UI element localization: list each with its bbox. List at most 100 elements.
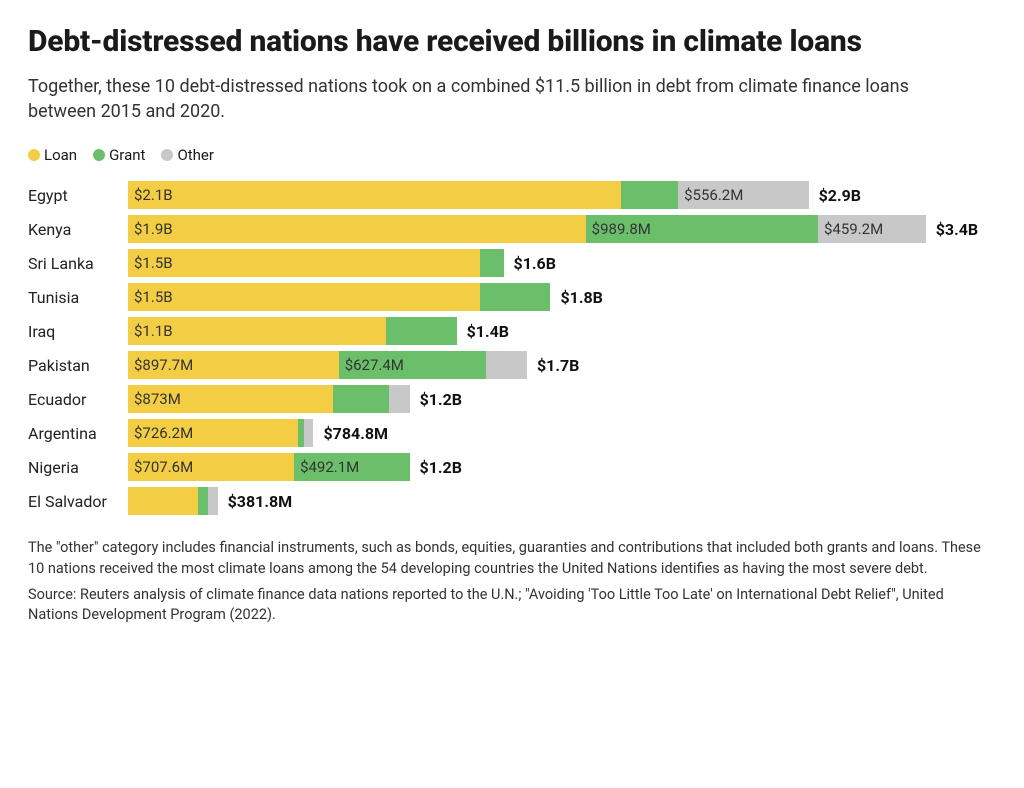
- segment-value-label: $897.7M: [134, 356, 193, 374]
- segment-value-label: $707.6M: [134, 458, 193, 476]
- segment-value-label: $1.5B: [134, 288, 173, 306]
- chart-row: Egypt $2.1B $556.2M $2.9B: [28, 178, 996, 212]
- bar-track: $707.6M $492.1M $1.2B: [128, 453, 996, 481]
- bar-track: $1.5B $1.6B: [128, 249, 996, 277]
- bar-segment-other: [486, 351, 527, 379]
- total-value-label: $1.4B: [467, 322, 509, 341]
- total-value-label: $1.7B: [537, 356, 579, 375]
- segment-value-label: $1.1B: [134, 322, 173, 340]
- footnote-source: Source: Reuters analysis of climate fina…: [28, 585, 988, 626]
- bar-track: $873M $1.2B: [128, 385, 996, 413]
- bar-segment-loan: $726.2M: [128, 419, 298, 447]
- country-label: Nigeria: [28, 458, 128, 477]
- chart-row: Ecuador $873M $1.2B: [28, 382, 996, 416]
- chart-subtitle: Together, these 10 debt-distressed natio…: [28, 74, 968, 124]
- chart-row: Iraq $1.1B $1.4B: [28, 314, 996, 348]
- bar-segment-other: [208, 487, 217, 515]
- legend-label: Loan: [44, 146, 77, 164]
- stacked-bar-chart: Egypt$2.1B$556.2M$2.9BKenya$1.9B$989.8M$…: [28, 178, 996, 518]
- segment-value-label: $2.1B: [134, 186, 173, 204]
- chart-row: Sri Lanka $1.5B $1.6B: [28, 246, 996, 280]
- bar-track: $1.1B $1.4B: [128, 317, 996, 345]
- stacked-bar: $897.7M $627.4M: [128, 351, 527, 379]
- country-label: Kenya: [28, 220, 128, 239]
- total-value-label: $381.8M: [228, 492, 293, 511]
- bar-track: $726.2M $784.8M: [128, 419, 996, 447]
- stacked-bar: $873M: [128, 385, 410, 413]
- bar-segment-other: $459.2M: [818, 215, 926, 243]
- country-label: Ecuador: [28, 390, 128, 409]
- country-label: Sri Lanka: [28, 254, 128, 273]
- total-value-label: $1.8B: [560, 288, 602, 307]
- stacked-bar: $726.2M: [128, 419, 313, 447]
- segment-value-label: $989.8M: [592, 220, 651, 238]
- bar-segment-loan: $707.6M: [128, 453, 294, 481]
- legend-swatch: [28, 149, 40, 161]
- bar-segment-grant: [333, 385, 389, 413]
- bar-segment-loan: [128, 487, 198, 515]
- legend-label: Other: [177, 146, 214, 164]
- legend-label: Grant: [109, 146, 145, 164]
- segment-value-label: $873M: [134, 390, 181, 408]
- stacked-bar: $1.5B: [128, 249, 504, 277]
- chart-row: El Salvador $381.8M: [28, 484, 996, 518]
- segment-value-label: $492.1M: [300, 458, 359, 476]
- chart-row: Nigeria $707.6M $492.1M $1.2B: [28, 450, 996, 484]
- stacked-bar: $2.1B $556.2M: [128, 181, 809, 209]
- stacked-bar: $1.9B $989.8M $459.2M: [128, 215, 926, 243]
- legend-swatch: [93, 149, 105, 161]
- segment-value-label: $556.2M: [684, 186, 743, 204]
- bar-segment-grant: [198, 487, 208, 515]
- bar-segment-other: [389, 385, 409, 413]
- total-value-label: $1.2B: [420, 390, 462, 409]
- bar-track: $381.8M: [128, 487, 996, 515]
- legend-item: Loan: [28, 146, 77, 164]
- total-value-label: $1.2B: [420, 458, 462, 477]
- legend-item: Grant: [93, 146, 145, 164]
- chart-row: Pakistan $897.7M $627.4M $1.7B: [28, 348, 996, 382]
- total-value-label: $784.8M: [323, 424, 388, 443]
- bar-segment-other: [304, 419, 313, 447]
- stacked-bar: [128, 487, 218, 515]
- bar-segment-loan: $2.1B: [128, 181, 621, 209]
- bar-segment-grant: $989.8M: [586, 215, 818, 243]
- total-value-label: $3.4B: [936, 220, 978, 239]
- country-label: Tunisia: [28, 288, 128, 307]
- segment-value-label: $627.4M: [345, 356, 404, 374]
- bar-segment-loan: $1.9B: [128, 215, 586, 243]
- footnote-note: The "other" category includes financial …: [28, 538, 988, 579]
- stacked-bar: $707.6M $492.1M: [128, 453, 410, 481]
- bar-segment-loan: $1.1B: [128, 317, 386, 345]
- total-value-label: $1.6B: [514, 254, 556, 273]
- country-label: Pakistan: [28, 356, 128, 375]
- chart-title: Debt-distressed nations have received bi…: [28, 24, 928, 60]
- bar-segment-loan: $1.5B: [128, 283, 480, 311]
- country-label: Argentina: [28, 424, 128, 443]
- country-label: El Salvador: [28, 492, 128, 511]
- legend: Loan Grant Other: [28, 146, 996, 164]
- segment-value-label: $1.5B: [134, 254, 173, 272]
- segment-value-label: $459.2M: [824, 220, 883, 238]
- legend-swatch: [161, 149, 173, 161]
- chart-row: Argentina $726.2M $784.8M: [28, 416, 996, 450]
- stacked-bar: $1.1B: [128, 317, 457, 345]
- bar-segment-loan: $897.7M: [128, 351, 339, 379]
- bar-segment-loan: $1.5B: [128, 249, 480, 277]
- bar-segment-grant: [621, 181, 678, 209]
- bar-segment-grant: [386, 317, 456, 345]
- bar-segment-grant: [480, 249, 503, 277]
- bar-track: $1.5B $1.8B: [128, 283, 996, 311]
- bar-segment-grant: [480, 283, 550, 311]
- bar-segment-other: $556.2M: [678, 181, 809, 209]
- bar-segment-loan: $873M: [128, 385, 333, 413]
- bar-segment-grant: $627.4M: [339, 351, 486, 379]
- chart-row: Tunisia $1.5B $1.8B: [28, 280, 996, 314]
- chart-footnote: The "other" category includes financial …: [28, 538, 988, 625]
- segment-value-label: $1.9B: [134, 220, 173, 238]
- country-label: Egypt: [28, 186, 128, 205]
- country-label: Iraq: [28, 322, 128, 341]
- total-value-label: $2.9B: [819, 186, 861, 205]
- chart-row: Kenya $1.9B $989.8M $459.2M $3.4B: [28, 212, 996, 246]
- bar-track: $1.9B $989.8M $459.2M $3.4B: [128, 215, 996, 243]
- segment-value-label: $726.2M: [134, 424, 193, 442]
